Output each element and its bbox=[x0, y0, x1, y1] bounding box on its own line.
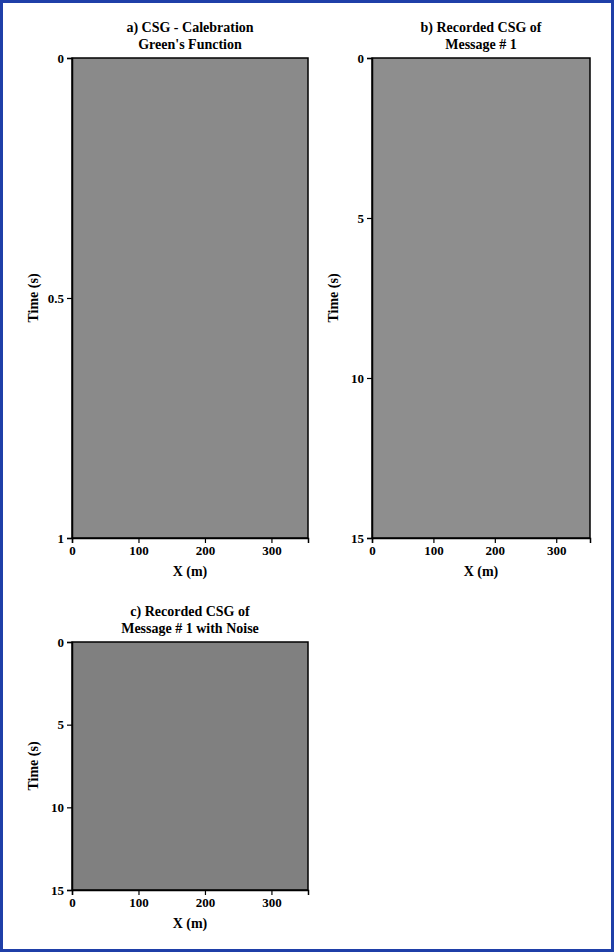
tick: 100 bbox=[129, 538, 149, 558]
tick-mark bbox=[67, 538, 72, 539]
tick-label: 300 bbox=[262, 543, 282, 558]
y-axis-title: Time (s) bbox=[26, 273, 42, 322]
tick-label: 15 bbox=[51, 883, 65, 898]
tick-label: 15 bbox=[351, 531, 365, 546]
tick-label: 5 bbox=[358, 211, 365, 226]
tick: 0 bbox=[69, 538, 76, 558]
tick-mark bbox=[67, 890, 72, 891]
seismic-image bbox=[372, 58, 590, 538]
tick-mark bbox=[67, 642, 72, 643]
plot-area bbox=[372, 58, 590, 538]
tick-label: 0 bbox=[58, 635, 65, 650]
plot-frame bbox=[372, 58, 590, 538]
tick: 0 bbox=[358, 51, 373, 66]
tick: 100 bbox=[424, 538, 444, 558]
x-axis: 0 100 200 300 bbox=[69, 890, 308, 910]
tick-mark bbox=[367, 378, 372, 379]
tick-label: 0 bbox=[369, 543, 376, 558]
x-axis-title: X (m) bbox=[173, 916, 208, 932]
plot-area bbox=[72, 642, 308, 890]
y-axis-title: Time (s) bbox=[26, 741, 42, 790]
tick-label: 0 bbox=[69, 543, 76, 558]
y-axis: 0 5 10 15 bbox=[51, 635, 73, 898]
tick: 200 bbox=[486, 538, 506, 558]
y-axis-title: Time (s) bbox=[326, 273, 342, 322]
tick-label: 10 bbox=[351, 371, 364, 386]
panel-title: c) Recorded CSG ofMessage # 1 with Noise bbox=[121, 604, 259, 636]
tick: 300 bbox=[262, 890, 282, 910]
tick: 200 bbox=[196, 538, 216, 558]
tick-mark bbox=[367, 58, 372, 59]
x-axis: 0 100 200 300 bbox=[369, 538, 590, 558]
tick-label: 200 bbox=[196, 543, 216, 558]
plot-frame bbox=[72, 642, 308, 890]
tick-label: 100 bbox=[129, 543, 149, 558]
plot-frame bbox=[72, 58, 308, 538]
tick-mark bbox=[367, 538, 372, 539]
tick-label: 300 bbox=[262, 895, 282, 910]
tick-label: 300 bbox=[547, 543, 567, 558]
tick: 200 bbox=[196, 890, 216, 910]
tick: 10 bbox=[51, 800, 72, 815]
tick-mark bbox=[367, 218, 372, 219]
axis-line bbox=[67, 643, 73, 891]
panel: 0 5 10 15 0 100 200 300 X (m) Time (s) c) Recorded… bbox=[26, 604, 309, 932]
tick: 0 bbox=[58, 51, 73, 66]
tick: 0.5 bbox=[48, 291, 72, 306]
panel: 0 5 10 15 0 100 200 300 X (m) Time (s) b) Recorded… bbox=[326, 20, 591, 580]
plot-area bbox=[72, 58, 308, 538]
axis-line bbox=[67, 59, 73, 539]
seismic-image bbox=[72, 58, 308, 538]
seismic-image bbox=[72, 642, 308, 890]
y-axis: 00.51 bbox=[48, 51, 73, 546]
tick: 0 bbox=[58, 635, 73, 650]
tick: 5 bbox=[58, 717, 73, 732]
tick-label: 0 bbox=[58, 51, 65, 66]
tick: 300 bbox=[262, 538, 282, 558]
tick-label: 200 bbox=[486, 543, 506, 558]
tick: 10 bbox=[351, 371, 372, 386]
tick: 0 bbox=[369, 538, 376, 558]
axis-line bbox=[367, 59, 373, 539]
tick-mark bbox=[67, 725, 72, 726]
tick-mark bbox=[67, 807, 72, 808]
tick-label: 10 bbox=[51, 800, 64, 815]
x-axis-title: X (m) bbox=[464, 564, 499, 580]
figure-border bbox=[2, 2, 613, 951]
tick-label: 1 bbox=[58, 531, 65, 546]
tick-mark bbox=[67, 58, 72, 59]
tick-label: 200 bbox=[196, 895, 216, 910]
y-axis: 0 5 10 15 bbox=[351, 51, 373, 546]
x-axis: 0 100 200 300 bbox=[69, 538, 308, 558]
panel-title: a) CSG - CalebrationGreen's Function bbox=[126, 20, 253, 52]
tick-label: 100 bbox=[424, 543, 444, 558]
tick: 300 bbox=[547, 538, 567, 558]
tick-label: 0 bbox=[358, 51, 365, 66]
tick-label: 5 bbox=[58, 717, 65, 732]
tick: 100 bbox=[129, 890, 149, 910]
panel-title: b) Recorded CSG ofMessage # 1 bbox=[421, 20, 542, 52]
tick-label: 0 bbox=[69, 895, 76, 910]
panel: 00.510100200300X (m)Time (s)a) CSG - Cal… bbox=[26, 20, 309, 580]
figure: 00.510100200300X (m)Time (s)a) CSG - Cal… bbox=[0, 0, 614, 952]
tick: 5 bbox=[358, 211, 373, 226]
x-axis-title: X (m) bbox=[173, 564, 208, 580]
tick-label: 0.5 bbox=[48, 291, 65, 306]
tick-mark bbox=[67, 298, 72, 299]
tick: 0 bbox=[69, 890, 76, 910]
tick-label: 100 bbox=[129, 895, 149, 910]
